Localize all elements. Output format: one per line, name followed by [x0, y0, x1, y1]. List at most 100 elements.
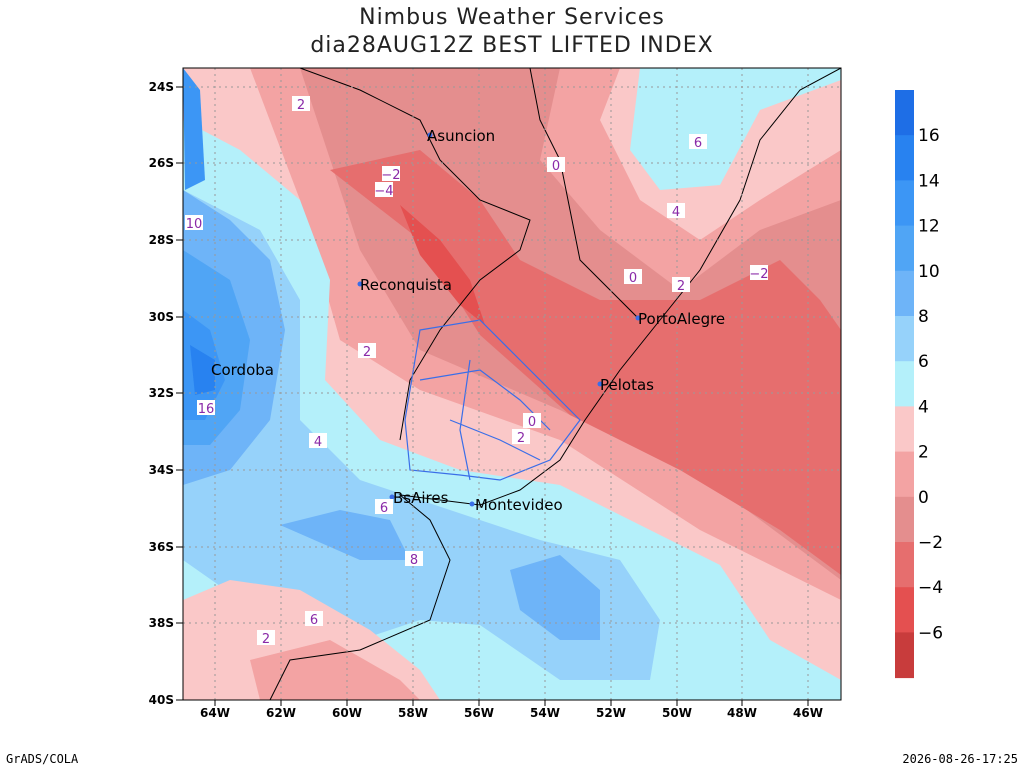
colorbar-label: 8	[918, 307, 929, 327]
lon-label: 54W	[530, 706, 560, 720]
colorbar-box	[895, 316, 914, 362]
colorbar-box	[895, 587, 914, 633]
city-name: Asuncion	[427, 127, 495, 145]
contour-label: 10	[186, 217, 203, 232]
colorbar-box	[895, 90, 914, 136]
colorbar-box	[895, 361, 914, 407]
contour-label-box	[405, 551, 423, 566]
contour-label: 6	[380, 501, 388, 516]
contour-label: −4	[374, 184, 393, 199]
contour-label-box	[672, 277, 690, 292]
contour-label: 2	[297, 98, 305, 113]
contour-label-box	[197, 400, 215, 415]
city-dot	[389, 494, 395, 500]
lon-label: 50W	[662, 706, 692, 720]
colorbar-label: −6	[918, 623, 943, 643]
contour-label-box	[375, 499, 393, 514]
contour-label: 6	[694, 136, 702, 151]
lon-label: 62W	[266, 706, 296, 720]
contour-label: 16	[198, 402, 215, 417]
colorbar-label: 12	[918, 217, 940, 237]
contour-label: 0	[528, 415, 536, 430]
city-dot	[427, 132, 433, 138]
lon-label: 52W	[596, 706, 626, 720]
lat-label: 26S	[149, 156, 174, 170]
city-dot	[635, 315, 641, 321]
city-dot	[597, 381, 603, 387]
city-name: Montevideo	[475, 496, 563, 514]
colorbar-label: −4	[918, 578, 943, 598]
contour-label: 2	[363, 345, 371, 360]
colorbar-box	[895, 496, 914, 543]
colorbar-box	[895, 225, 914, 272]
colorbar-box	[895, 180, 914, 227]
colorbar-box	[895, 632, 914, 679]
lat-label: 36S	[149, 540, 174, 554]
colorbar-label: 6	[918, 352, 929, 372]
colorbar-label: 0	[918, 488, 929, 508]
colorbar-label: 10	[918, 262, 940, 282]
city-dot	[469, 501, 475, 507]
city-name: Reconquista	[360, 276, 452, 294]
lat-label: 38S	[149, 616, 174, 630]
city-dot	[357, 281, 363, 287]
contour-label: 2	[677, 279, 685, 294]
contour-label-box	[689, 134, 707, 149]
colorbar-label: −2	[918, 533, 943, 553]
lat-label: 24S	[149, 80, 174, 94]
contour-label: 0	[552, 159, 560, 174]
colorbar-box	[895, 542, 914, 588]
colorbar-label: 14	[918, 171, 940, 191]
footer-left: GrADS/COLA	[6, 752, 79, 766]
contour-label: 4	[672, 205, 680, 220]
lat-label: 40S	[149, 693, 174, 707]
contour-label-box	[358, 343, 376, 358]
lat-label: 34S	[149, 463, 174, 477]
contour-label-box	[750, 265, 768, 280]
footer-right: 2026-08-26-17:25	[902, 752, 1018, 766]
contour-label: −2	[749, 267, 768, 282]
lon-label: 56W	[464, 706, 494, 720]
field	[183, 68, 841, 700]
contour-label-box	[624, 269, 642, 284]
contour-label: 2	[262, 632, 270, 647]
contour-label: 0	[629, 271, 637, 286]
contour-label-box	[292, 96, 310, 111]
city-name: PortoAlegre	[638, 310, 725, 328]
contour-label-box	[375, 182, 393, 197]
subtitle: dia28AUG12Z BEST LIFTED INDEX	[310, 33, 713, 58]
lon-label: 58W	[398, 706, 428, 720]
contour-label: 2	[517, 431, 525, 446]
lat-label: 30S	[149, 310, 174, 324]
city-name: Pelotas	[600, 376, 654, 394]
contour-label: 6	[310, 613, 318, 628]
contour-label: 4	[314, 435, 322, 450]
lat-label: 32S	[149, 386, 174, 400]
colorbar-box	[895, 270, 914, 317]
contour-label-box	[309, 433, 327, 448]
contour-label-box	[547, 157, 565, 172]
lat-label: 28S	[149, 233, 174, 247]
lon-label: 46W	[793, 706, 823, 720]
colorbar-box	[895, 135, 914, 181]
contour-label: 8	[410, 553, 418, 568]
contour-label-box	[257, 630, 275, 645]
colorbar-label: 2	[918, 443, 929, 463]
city-name: Cordoba	[211, 361, 274, 379]
colorbar-box	[895, 406, 914, 453]
contour-label-box	[185, 215, 203, 230]
lon-label: 64W	[200, 706, 230, 720]
colorbar-label: 16	[918, 126, 940, 146]
colorbar-label: 4	[918, 397, 929, 417]
lon-label: 48W	[727, 706, 757, 720]
lon-label: 60W	[332, 706, 362, 720]
map-frame	[182, 67, 842, 701]
contour-label-box	[667, 203, 685, 218]
colorbar-box	[895, 451, 914, 498]
contour-label-box	[512, 429, 530, 444]
title: Nimbus Weather Services	[359, 5, 665, 30]
contour-label-box	[382, 166, 400, 181]
contour-label-box	[305, 611, 323, 626]
